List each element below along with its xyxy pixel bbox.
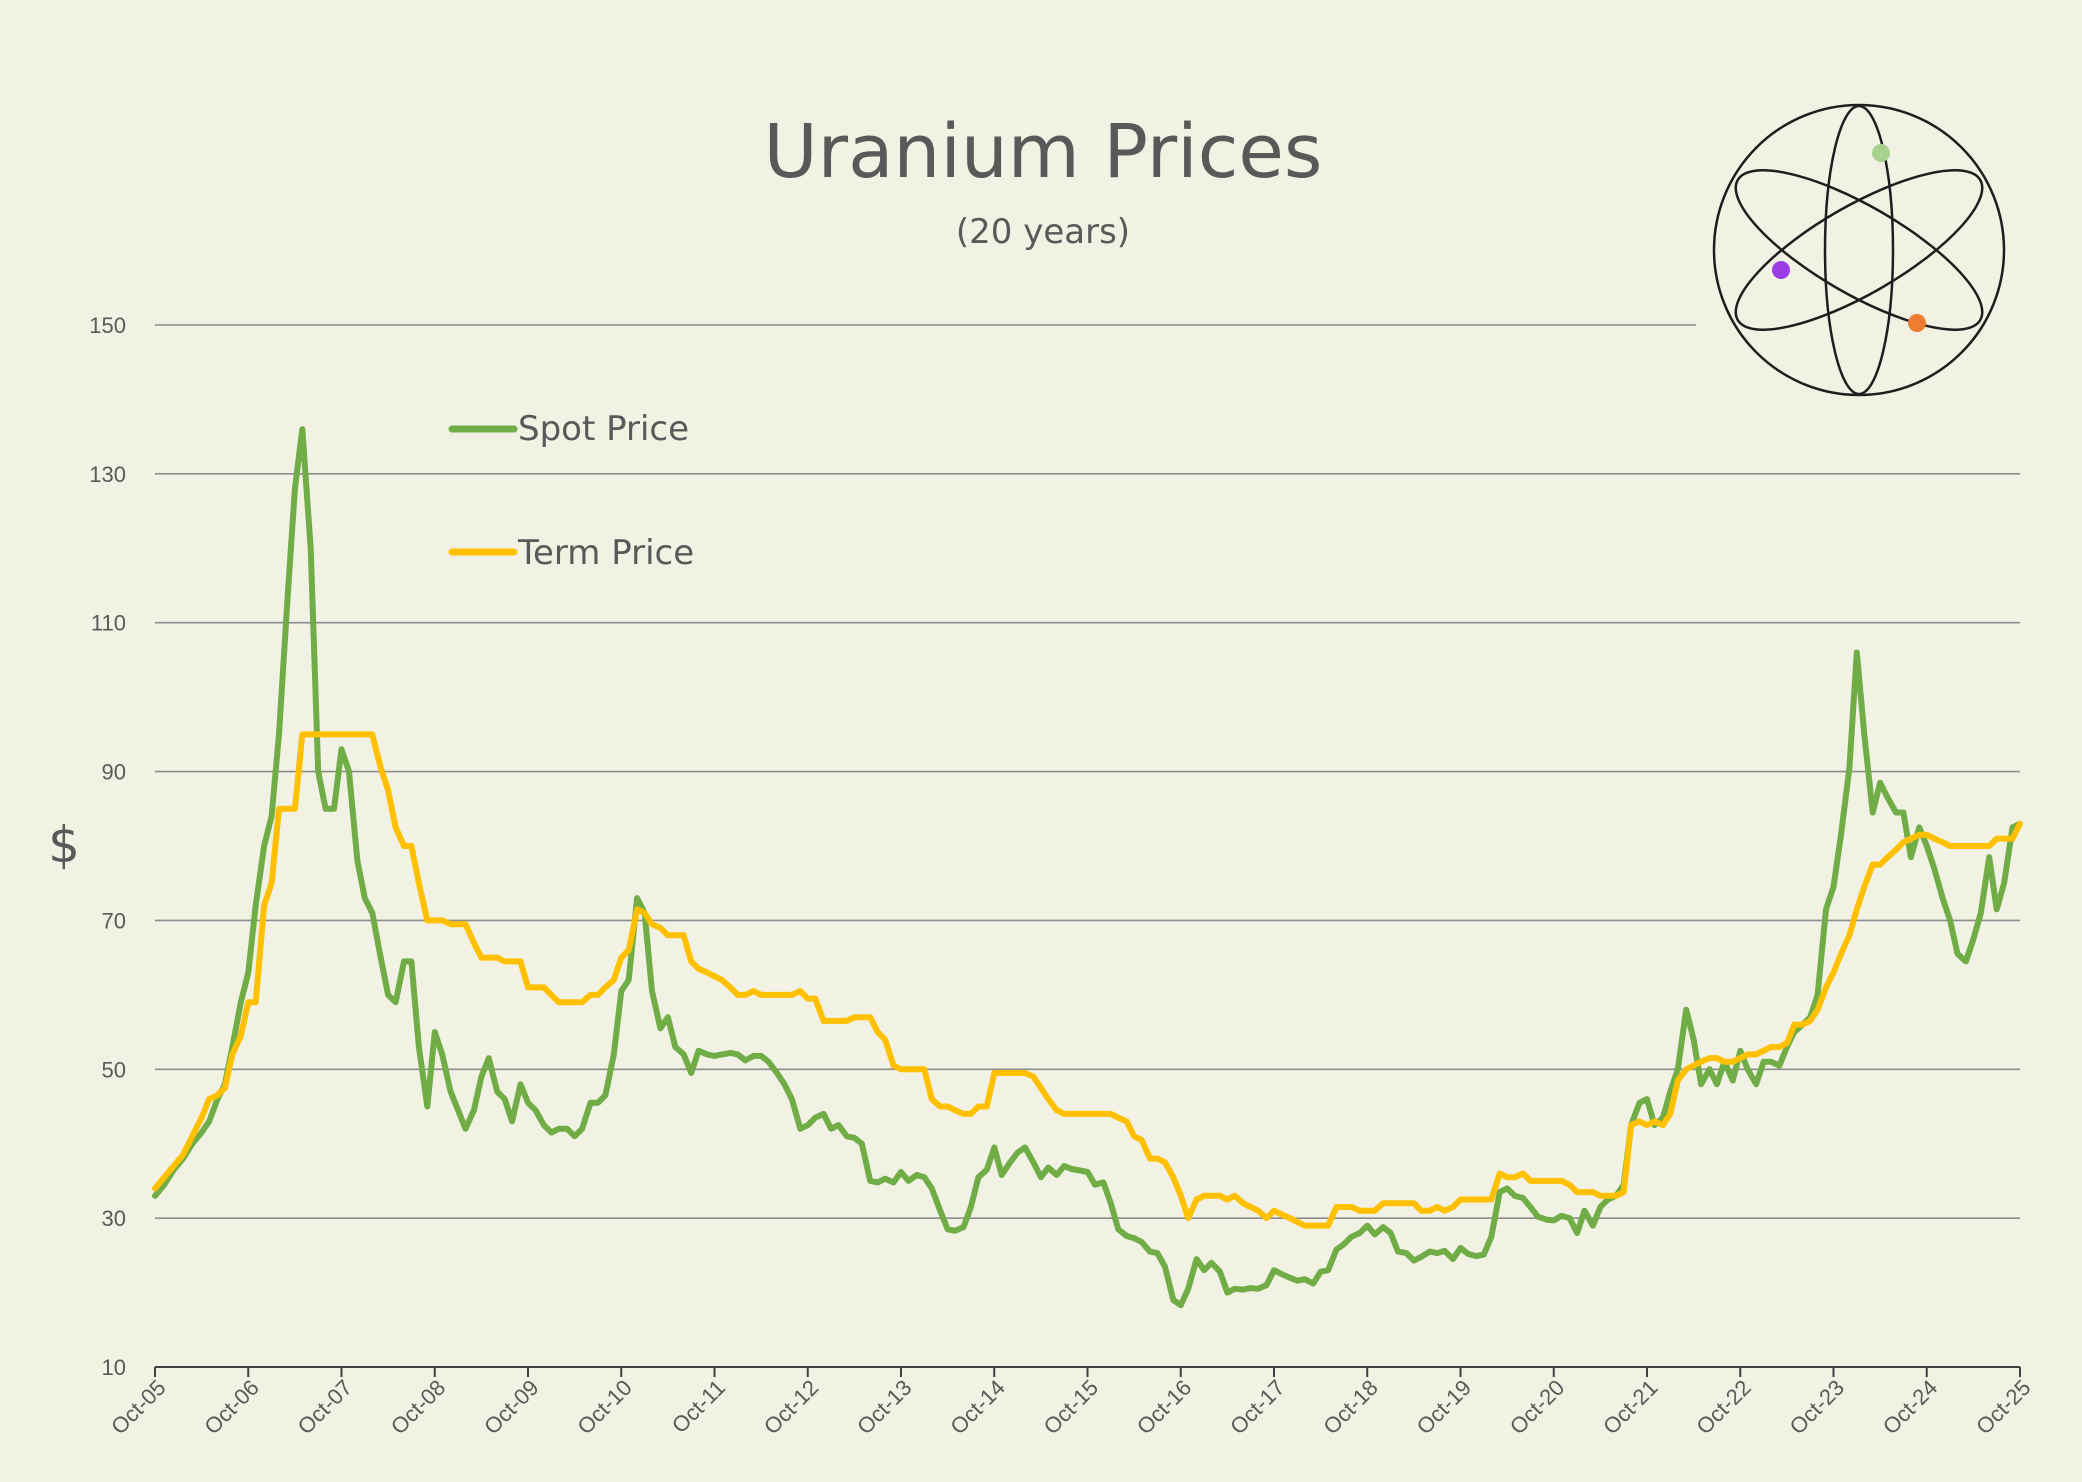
- atom-electron-green: [1872, 144, 1890, 162]
- series-lines: [152, 426, 2023, 1309]
- legend-label-term: Term Price: [517, 533, 694, 573]
- y-axis-label: $: [48, 816, 80, 874]
- chart-title: Uranium Prices: [764, 109, 1323, 195]
- term-price-line: [152, 731, 2023, 1229]
- y-tick-label: 50: [102, 1057, 126, 1082]
- legend-label-spot: Spot Price: [518, 409, 689, 449]
- y-tick-label: 90: [102, 760, 126, 785]
- y-tick-label: 130: [89, 462, 126, 487]
- y-tick-label: 30: [102, 1206, 126, 1231]
- atom-electron-orange: [1908, 314, 1926, 332]
- y-tick-label: 150: [89, 313, 126, 338]
- gridlines: [155, 324, 2020, 1219]
- atom-electron-purple: [1772, 261, 1790, 279]
- y-tick-label: 110: [91, 611, 126, 636]
- legend: Spot Price Term Price: [448, 409, 694, 573]
- atom-orbit-vertical: [1823, 104, 1895, 396]
- atom-orbit-diagonal-a: [1734, 169, 1984, 331]
- y-tick-label: 70: [102, 908, 126, 933]
- atom-orbit-diagonal-b: [1734, 169, 1984, 331]
- chart-subtitle: (20 years): [956, 212, 1130, 252]
- y-axis-ticks: 10 30 50 70 90 110 130 150: [89, 313, 126, 1380]
- y-tick-label: 10: [102, 1355, 126, 1380]
- spot-price-line: [152, 426, 2023, 1309]
- atom-icon: [1712, 103, 2006, 397]
